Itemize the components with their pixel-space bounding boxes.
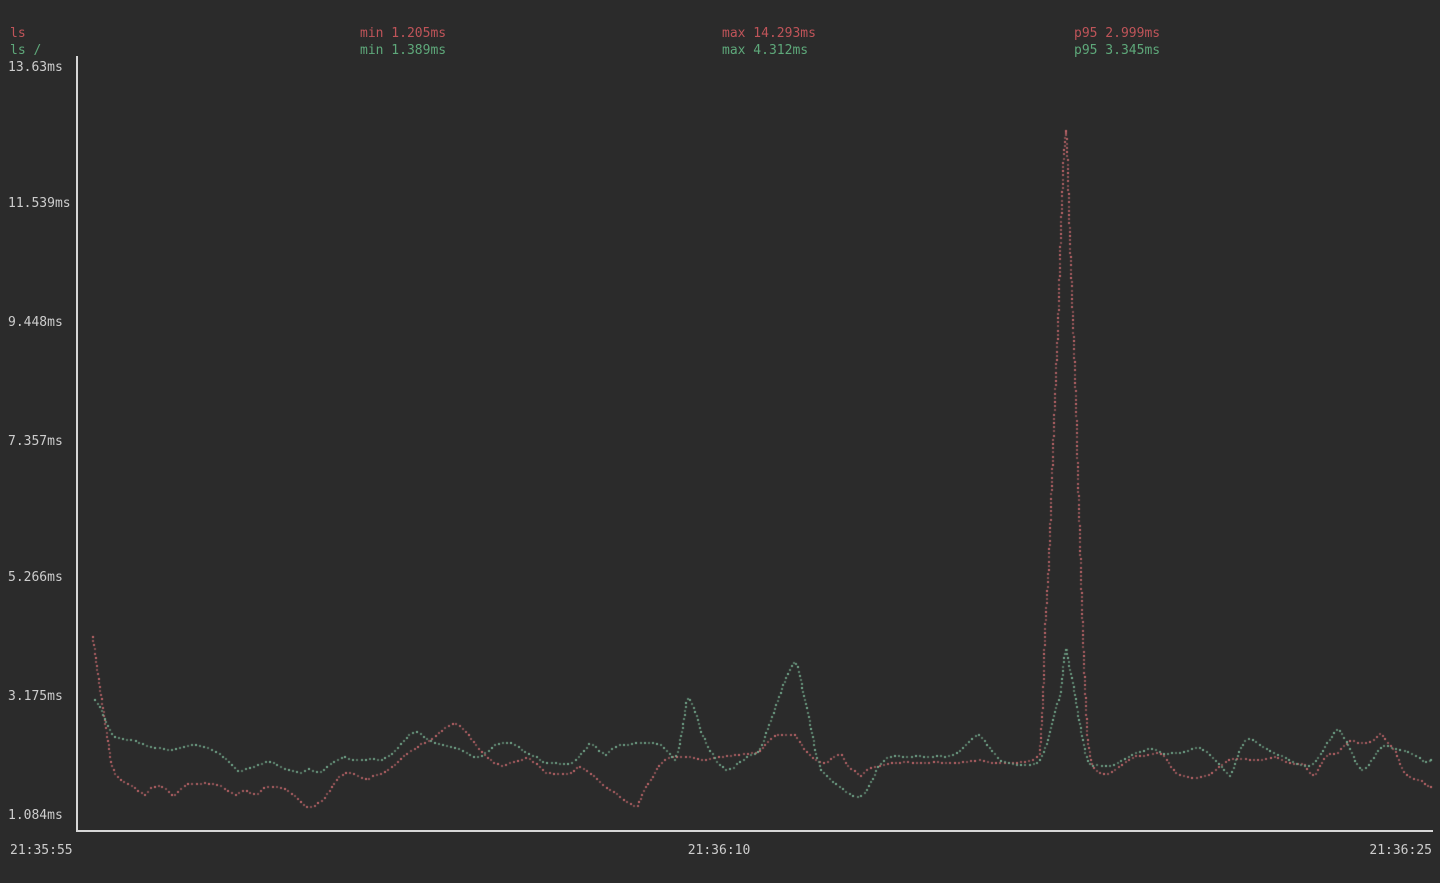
x-axis-time-label-end: 21:36:25	[1369, 843, 1432, 858]
y-axis-line	[76, 56, 78, 831]
series-red-p95-stat: p95 2.999ms	[1074, 26, 1161, 41]
y-axis-tick-label: 9.448ms	[8, 315, 63, 330]
x-axis-time-label-middle: 21:36:10	[687, 843, 751, 858]
y-axis-tick-label: 7.357ms	[8, 434, 63, 449]
series-green-min-stat: min 1.389ms	[360, 43, 447, 58]
y-axis-tick-label: 13.63ms	[8, 60, 63, 75]
series-red-command: ls	[10, 26, 26, 41]
y-axis-tick-label: 5.266ms	[8, 570, 63, 585]
series-red-min-stat: min 1.205ms	[360, 26, 447, 41]
x-axis-time-label-start: 21:35:55	[10, 843, 73, 858]
series-red-max-stat: max 14.293ms	[722, 26, 816, 41]
y-axis-tick-label: 3.175ms	[8, 689, 63, 704]
y-axis-tick-label: 11.539ms	[8, 196, 71, 211]
series-green-command: ls /	[10, 43, 42, 58]
y-axis-tick-label: 1.084ms	[8, 808, 63, 823]
series-green-p95-stat: p95 3.345ms	[1074, 43, 1161, 58]
x-axis-line	[76, 830, 1433, 832]
series-green-max-stat: max 4.312ms	[722, 43, 809, 58]
